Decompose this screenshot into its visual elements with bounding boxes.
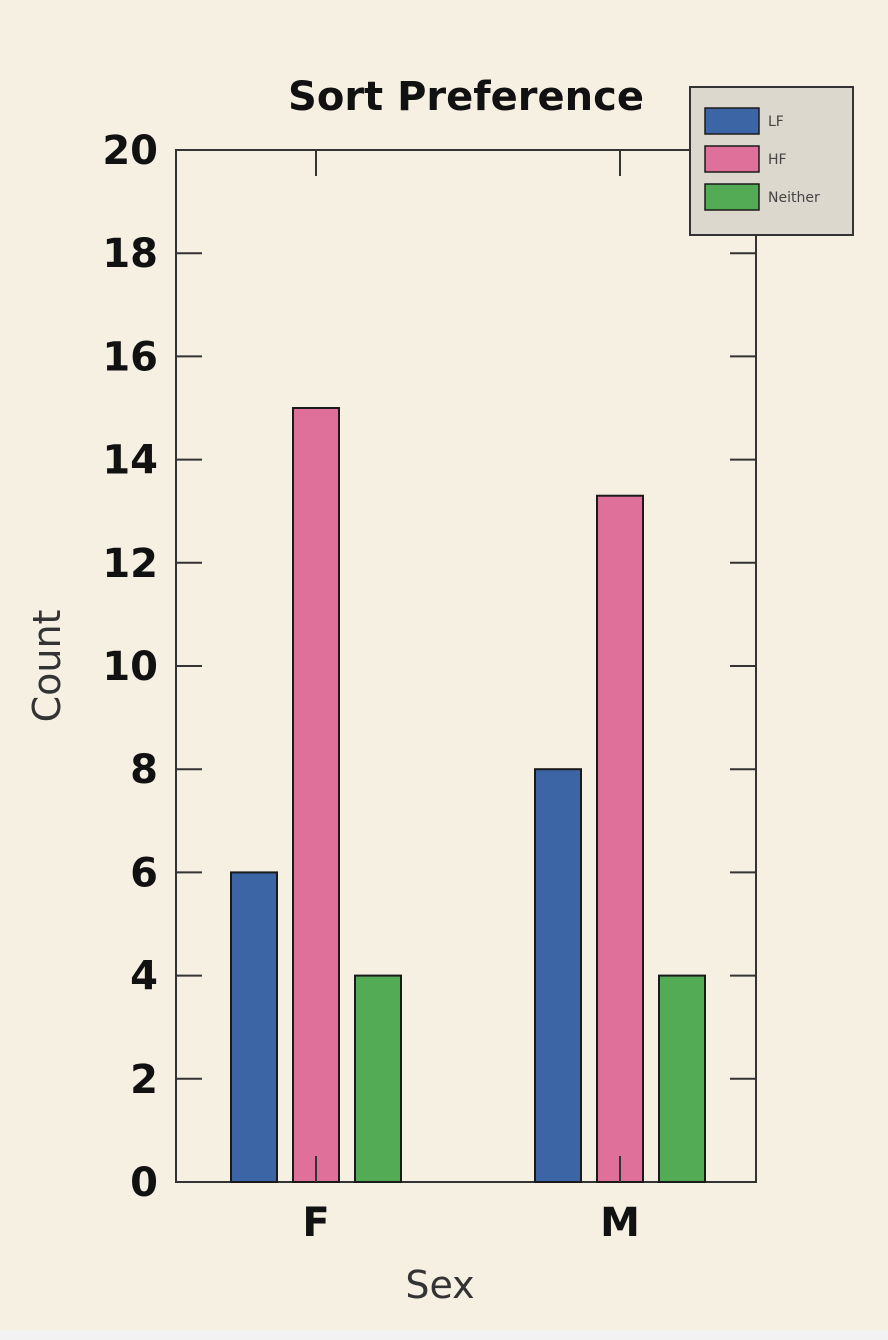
y-tick-label: 6 bbox=[130, 850, 158, 896]
bar-neither-f bbox=[354, 974, 402, 1183]
legend-label-neither: Neither bbox=[768, 190, 820, 206]
y-tick-label: 4 bbox=[130, 954, 158, 1000]
bar-lf-m bbox=[534, 768, 582, 1183]
bottom-strip bbox=[0, 1330, 888, 1340]
bar-hf-m bbox=[596, 494, 644, 1184]
y-tick-label: 8 bbox=[130, 747, 158, 793]
y-tick-label: 2 bbox=[130, 1057, 158, 1103]
y-tick-label: 16 bbox=[102, 334, 158, 380]
legend: LF HF Neither bbox=[689, 86, 854, 236]
x-axis-title: Sex bbox=[405, 1263, 474, 1307]
legend-swatch-lf bbox=[704, 107, 760, 135]
bar-neither-m bbox=[658, 974, 706, 1183]
y-tick-label: 14 bbox=[102, 438, 158, 484]
bar-lf-f bbox=[230, 871, 278, 1184]
x-category-label: M bbox=[600, 1200, 640, 1246]
legend-label-hf: HF bbox=[768, 152, 787, 168]
x-category-label: F bbox=[302, 1200, 329, 1246]
legend-swatch-neither bbox=[704, 183, 760, 211]
bar-hf-f bbox=[292, 407, 340, 1183]
legend-label-lf: LF bbox=[768, 114, 784, 130]
bars-group bbox=[230, 407, 706, 1184]
y-axis-ticks: 0 2 4 6 8 10 12 14 16 18 20 bbox=[102, 128, 756, 1206]
y-tick-label: 10 bbox=[102, 644, 158, 690]
y-tick-label: 20 bbox=[102, 128, 158, 174]
legend-swatch-hf bbox=[704, 145, 760, 173]
chart-title: Sort Preference bbox=[288, 74, 644, 120]
y-tick-label: 0 bbox=[130, 1160, 158, 1206]
y-axis-title: Count bbox=[25, 610, 69, 723]
y-tick-label: 12 bbox=[102, 541, 158, 587]
y-tick-label: 18 bbox=[102, 231, 158, 277]
